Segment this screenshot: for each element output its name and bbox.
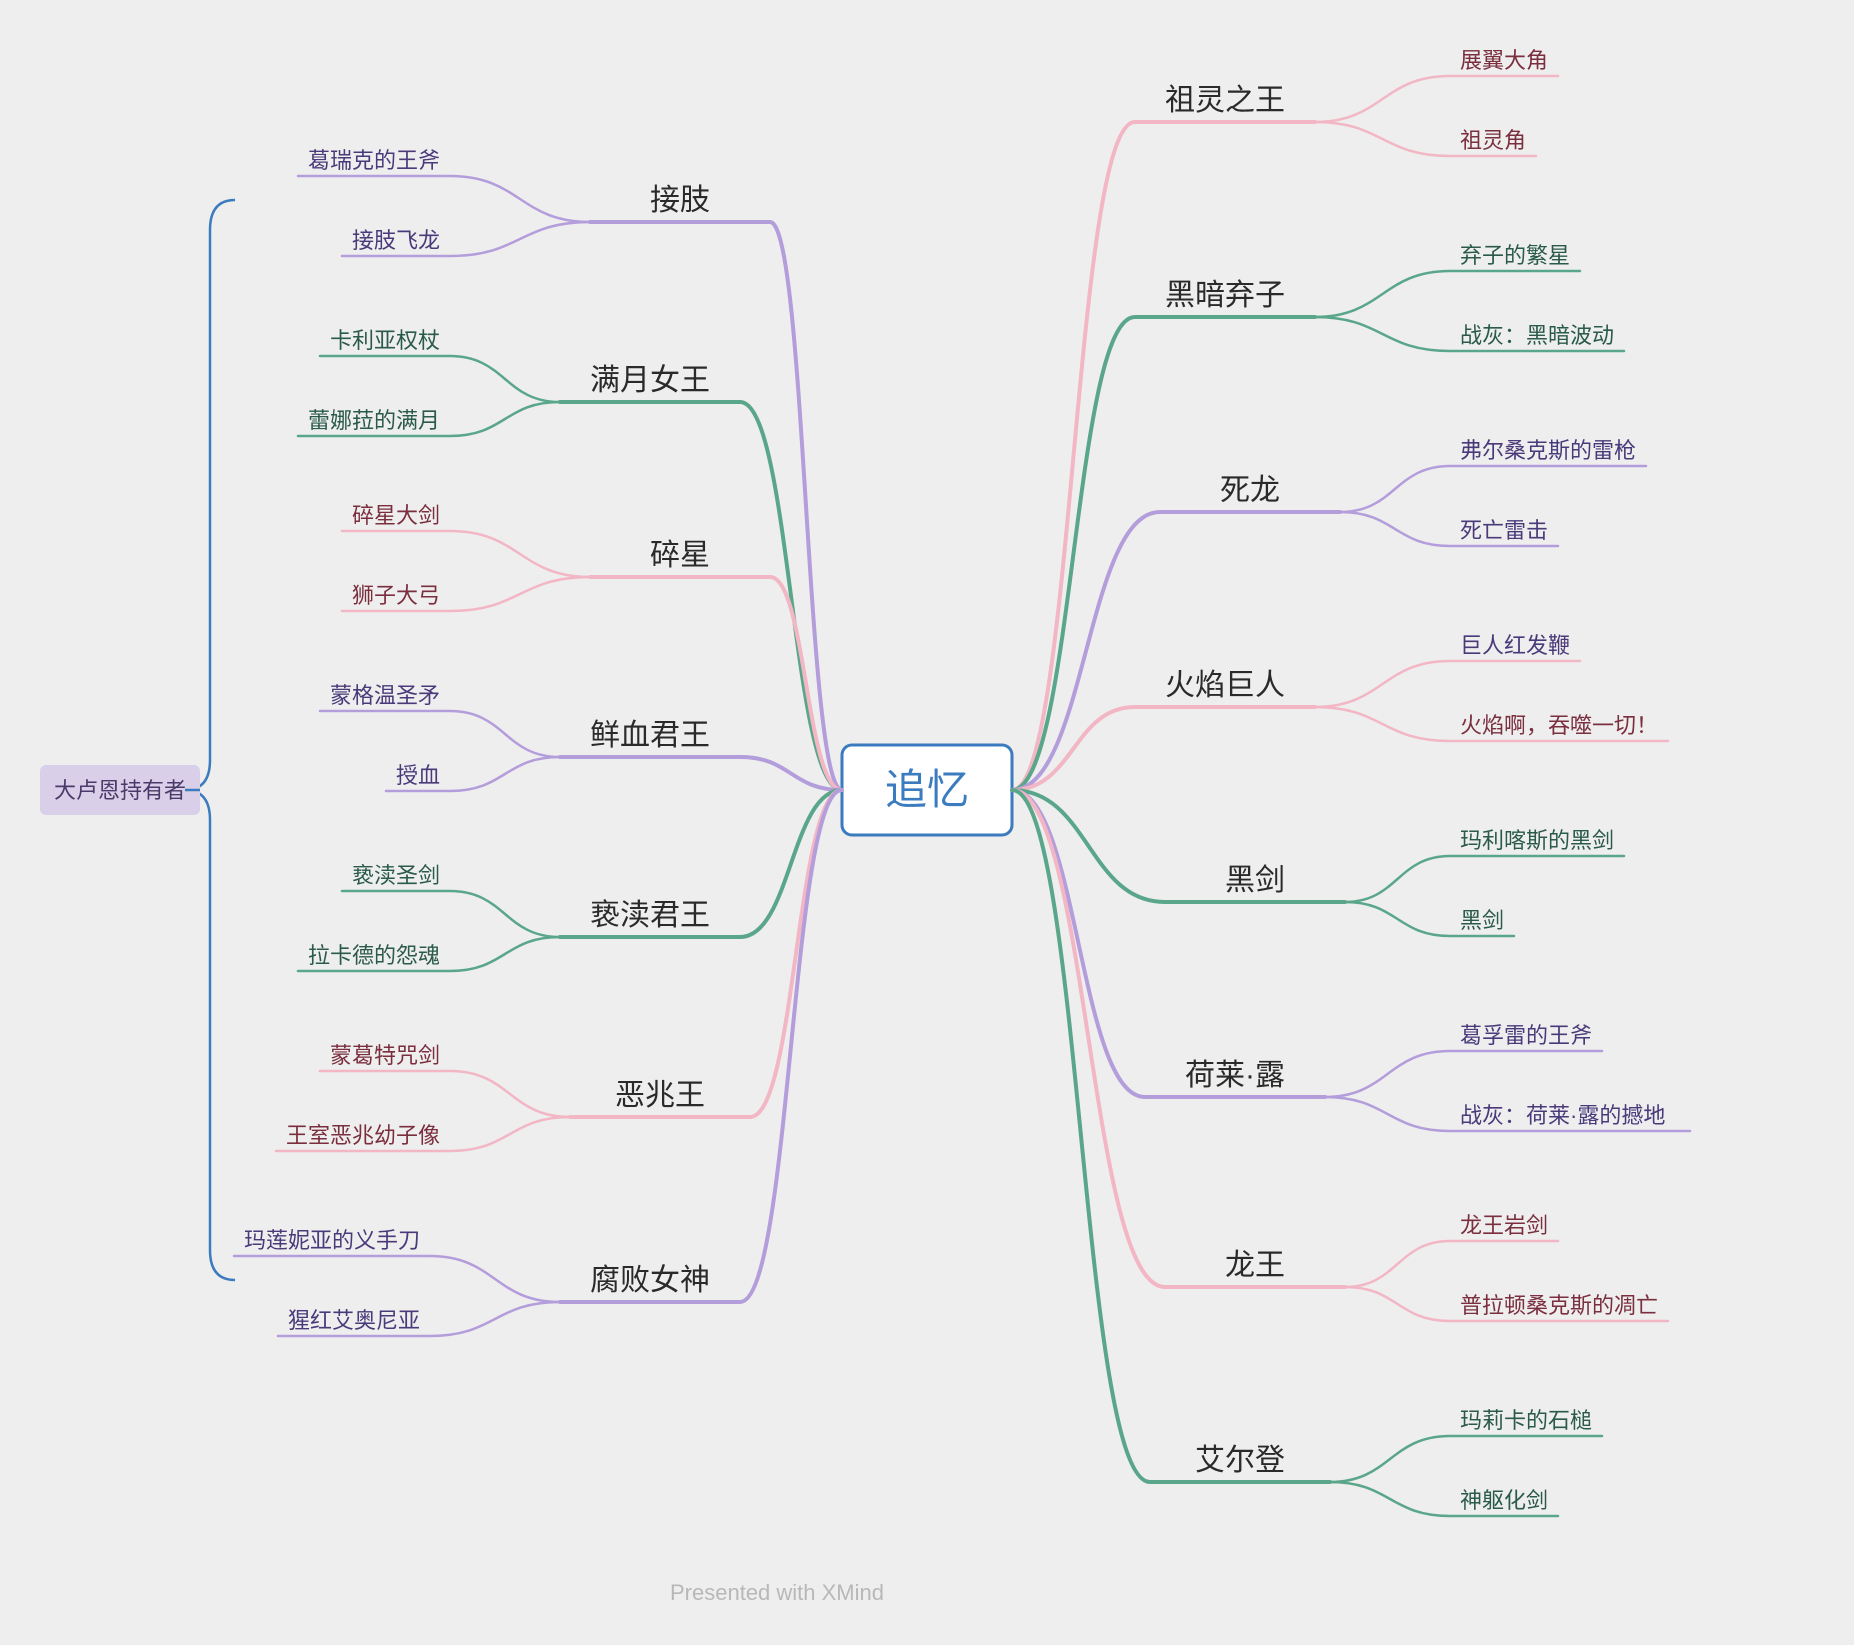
leaf-edge — [342, 891, 560, 937]
branch-label[interactable]: 荷莱·露 — [1185, 1059, 1285, 1092]
leaf-label[interactable]: 玛莲妮亚的义手刀 — [244, 1228, 420, 1253]
leaf-label[interactable]: 玛莉卡的石槌 — [1460, 1408, 1592, 1433]
leaf-edge — [1345, 856, 1624, 902]
leaf-label[interactable]: 玛利喀斯的黑剑 — [1460, 828, 1614, 853]
leaf-label[interactable]: 蕾娜菈的满月 — [308, 408, 440, 433]
branch-edge — [1012, 317, 1315, 790]
leaf-label[interactable]: 黑剑 — [1460, 908, 1504, 933]
leaf-label[interactable]: 弃子的繁星 — [1460, 243, 1570, 268]
branch-edge — [590, 222, 842, 790]
leaf-edge — [1315, 76, 1558, 122]
branch-edge — [560, 757, 842, 790]
leaf-label[interactable]: 蒙格温圣矛 — [330, 683, 440, 708]
bracket-tick — [235, 915, 275, 937]
leaf-label[interactable]: 亵渎圣剑 — [352, 863, 440, 888]
branch-label[interactable]: 死龙 — [1220, 474, 1280, 507]
branch-label[interactable]: 火焰巨人 — [1165, 669, 1285, 702]
root-label: 追忆 — [885, 766, 969, 813]
leaf-label[interactable]: 授血 — [396, 763, 440, 788]
leaf-label[interactable]: 葛瑞克的王斧 — [308, 148, 440, 173]
branch-label[interactable]: 腐败女神 — [590, 1264, 710, 1297]
branch-label[interactable]: 黑剑 — [1225, 864, 1285, 897]
leaf-edge — [320, 356, 560, 402]
leaf-label[interactable]: 拉卡德的怨魂 — [308, 943, 440, 968]
leaf-edge — [1330, 1436, 1602, 1482]
group-bracket — [185, 200, 235, 1280]
mindmap-canvas: 追忆 大卢恩持有者 接肢 葛瑞克的王斧接肢飞龙满月女王 卡利亚权杖蕾娜菈的满月碎星 碎星大… — [0, 0, 1854, 1645]
leaf-label[interactable]: 猩红艾奥尼亚 — [288, 1308, 420, 1333]
bracket-tick — [235, 555, 275, 577]
leaf-label[interactable]: 卡利亚权杖 — [330, 328, 440, 353]
leaf-label[interactable]: 龙王岩剑 — [1460, 1213, 1548, 1238]
leaf-label[interactable]: 碎星大剑 — [352, 503, 440, 528]
bracket-tick — [235, 380, 275, 402]
branch-label[interactable]: 艾尔登 — [1195, 1444, 1285, 1477]
leaf-label[interactable]: 死亡雷击 — [1460, 518, 1548, 543]
bracket-tick — [235, 1095, 275, 1117]
leaf-label[interactable]: 战灰：黑暗波动 — [1460, 323, 1614, 348]
branch-label[interactable]: 祖灵之王 — [1165, 84, 1285, 117]
branch-label[interactable]: 恶兆王 — [615, 1079, 705, 1112]
leaf-label[interactable]: 蒙葛特咒剑 — [330, 1043, 440, 1068]
branch-edge — [1012, 790, 1345, 1287]
leaf-edge — [1340, 466, 1646, 512]
branch-edge — [1012, 707, 1315, 790]
leaf-label[interactable]: 战灰：荷莱·露的撼地 — [1460, 1103, 1665, 1128]
leaf-label[interactable]: 神躯化剑 — [1460, 1488, 1548, 1513]
leaf-label[interactable]: 祖灵角 — [1460, 128, 1526, 153]
branch-edge — [560, 790, 842, 1302]
leaf-edge — [320, 1071, 570, 1117]
branch-label[interactable]: 满月女王 — [590, 364, 710, 397]
leaf-label[interactable]: 王室恶兆幼子像 — [286, 1123, 440, 1148]
leaf-label[interactable]: 葛孚雷的王斧 — [1460, 1023, 1592, 1048]
leaf-label[interactable]: 火焰啊，吞噬一切！ — [1460, 713, 1658, 738]
branch-label[interactable]: 碎星 — [650, 539, 710, 572]
leaf-edge — [320, 711, 560, 757]
footer-text: Presented with XMind — [670, 1580, 884, 1605]
leaf-edge — [298, 176, 590, 222]
bracket-tick — [235, 200, 275, 222]
leaf-label[interactable]: 弗尔桑克斯的雷枪 — [1460, 438, 1636, 463]
branch-label[interactable]: 接肢 — [650, 184, 710, 217]
leaf-edge — [234, 1256, 560, 1302]
group-label: 大卢恩持有者 — [54, 778, 186, 803]
leaf-edge — [1325, 1051, 1602, 1097]
branch-label[interactable]: 黑暗弃子 — [1165, 279, 1285, 312]
leaf-edge — [1315, 271, 1580, 317]
leaf-label[interactable]: 狮子大弓 — [352, 583, 440, 608]
leaf-label[interactable]: 展翼大角 — [1460, 48, 1548, 73]
leaf-label[interactable]: 普拉顿桑克斯的凋亡 — [1460, 1293, 1658, 1318]
branch-label[interactable]: 龙王 — [1225, 1249, 1285, 1282]
bracket-tick — [235, 735, 275, 757]
branch-label[interactable]: 鲜血君王 — [590, 719, 710, 752]
leaf-edge — [342, 531, 590, 577]
leaf-edge — [1345, 1241, 1558, 1287]
leaf-label[interactable]: 接肢飞龙 — [352, 228, 440, 253]
leaf-label[interactable]: 巨人红发鞭 — [1460, 633, 1570, 658]
branch-label[interactable]: 亵渎君王 — [590, 899, 710, 932]
bracket-tick — [235, 1280, 275, 1302]
leaf-edge — [1315, 661, 1580, 707]
